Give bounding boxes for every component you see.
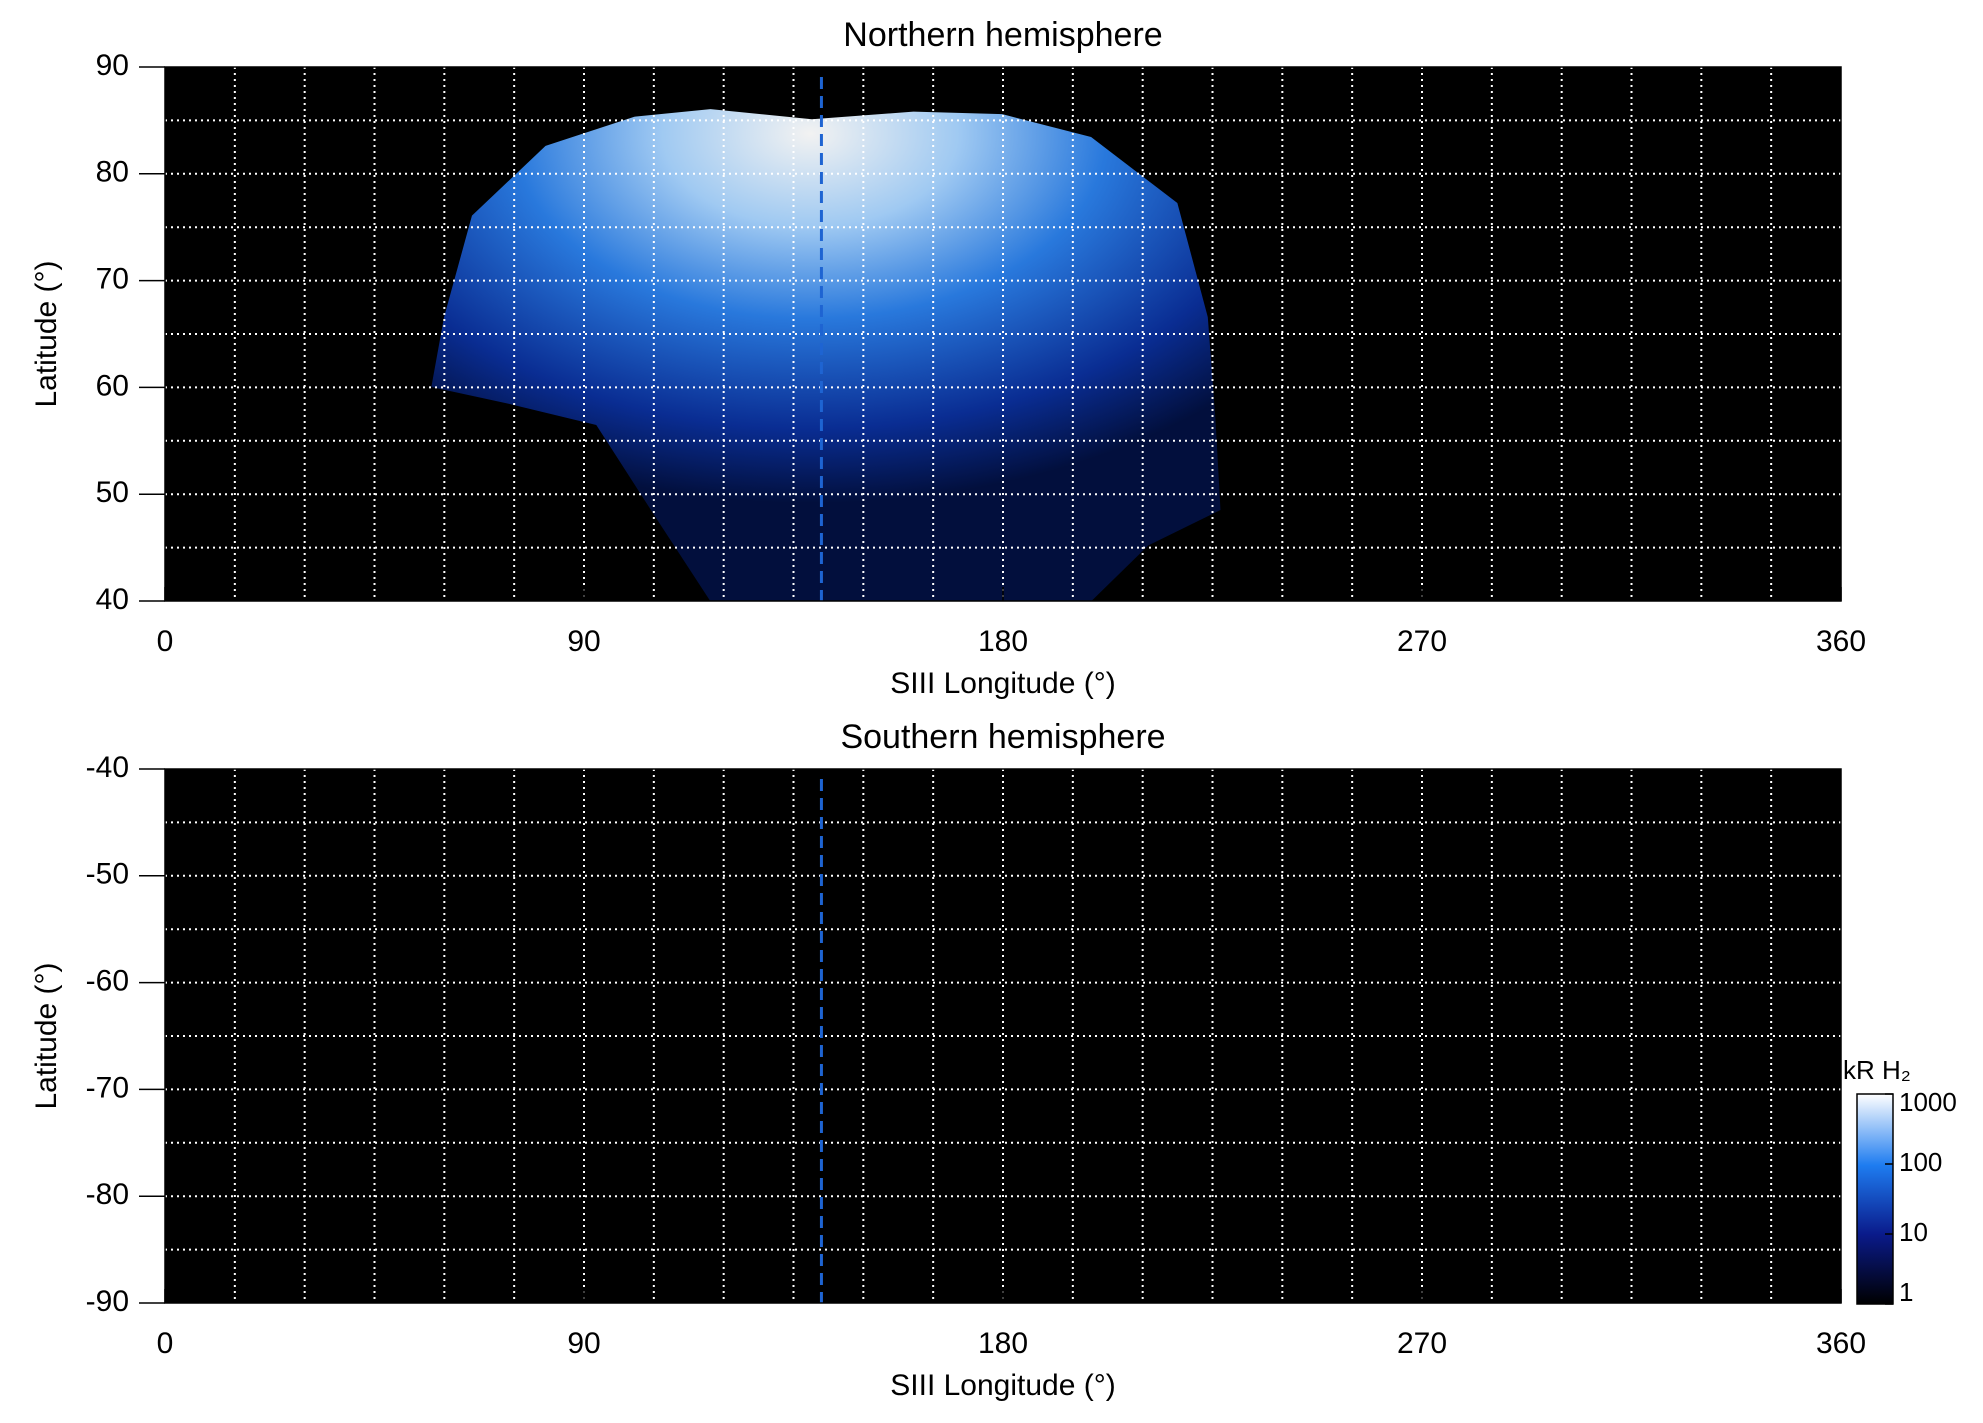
- y-tick-label: -90: [86, 1285, 129, 1318]
- colorbar-scale: [1856, 1093, 1894, 1305]
- y-tick-label: -60: [86, 965, 129, 998]
- x-tick-label: 360: [1816, 1327, 1866, 1360]
- plot-title: Northern hemisphere: [843, 16, 1162, 54]
- x-tick-label: 180: [978, 625, 1028, 658]
- aurora-emission: [431, 109, 1221, 602]
- plots: Northern hemisphere 0 90 180 270 360 40 50 60 70 8…: [30, 16, 1957, 1402]
- y-axis-label: Latitude (°): [30, 260, 63, 407]
- y-tick-label: 50: [96, 476, 129, 509]
- x-axis-label: SIII Longitude (°): [890, 667, 1115, 700]
- y-tick-label: 60: [96, 369, 129, 402]
- y-tick-label: 40: [96, 583, 129, 616]
- x-tick-label: 0: [157, 625, 174, 658]
- colorbar-label: kR H₂: [1843, 1055, 1911, 1085]
- y-tick-label: -40: [86, 751, 129, 784]
- x-tick-label: 90: [567, 625, 600, 658]
- plot-title: Southern hemisphere: [840, 718, 1165, 756]
- y-tick-label: 80: [96, 156, 129, 189]
- y-tick-label: -50: [86, 858, 129, 891]
- colorbar-tick-label: 1: [1899, 1277, 1913, 1307]
- y-tick-label: 70: [96, 263, 129, 296]
- y-tick-label: -80: [86, 1178, 129, 1211]
- colorbar-tick-label: 1000: [1899, 1087, 1957, 1117]
- x-tick-label: 270: [1397, 1327, 1447, 1360]
- x-tick-label: 0: [157, 1327, 174, 1360]
- y-tick-label: -70: [86, 1071, 129, 1104]
- colorbar-tick-label: 100: [1899, 1147, 1942, 1177]
- x-axis-label: SIII Longitude (°): [890, 1369, 1115, 1402]
- colorbar-tick-label: 10: [1899, 1217, 1928, 1247]
- x-tick-label: 180: [978, 1327, 1028, 1360]
- x-tick-label: 90: [567, 1327, 600, 1360]
- x-tick-label: 360: [1816, 625, 1866, 658]
- plot-background: [165, 769, 1841, 1303]
- aurora-region: [431, 109, 1221, 602]
- colorbar: kR H₂ 1 10 100 1000: [1843, 1055, 1957, 1307]
- x-tick-label: 270: [1397, 625, 1447, 658]
- y-axis-label: Latitude (°): [30, 962, 63, 1109]
- y-tick-label: 90: [96, 49, 129, 82]
